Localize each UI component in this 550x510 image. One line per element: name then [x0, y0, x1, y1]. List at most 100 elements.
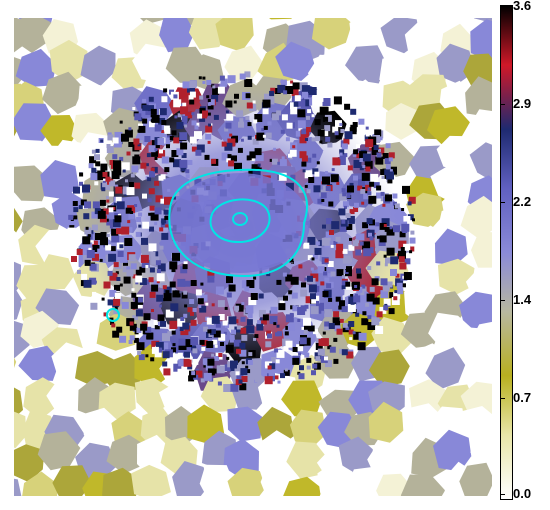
- map-pixel: [216, 365, 225, 374]
- map-pixel: [190, 280, 197, 286]
- map-pixel: [310, 306, 319, 315]
- map-pixel: [339, 318, 344, 323]
- map-pixel: [404, 258, 411, 265]
- map-pixel: [182, 322, 190, 330]
- map-pixel: [378, 239, 386, 246]
- map-pixel: [322, 291, 329, 297]
- map-pixel: [301, 85, 310, 94]
- map-pixel: [310, 273, 319, 282]
- map-pixel: [308, 177, 315, 183]
- map-pixel: [246, 325, 255, 334]
- map-pixel: [179, 140, 183, 144]
- map-pixel: [189, 136, 197, 144]
- map-pixel: [382, 203, 386, 207]
- map-pixel: [161, 232, 169, 240]
- map-pixel: [348, 244, 355, 251]
- map-pixel: [163, 293, 172, 302]
- map-pixel: [360, 292, 369, 301]
- map-pixel: [153, 280, 160, 287]
- map-pixel: [246, 319, 253, 326]
- map-bin: [428, 312, 474, 350]
- map-pixel: [126, 269, 134, 277]
- map-pixel: [90, 173, 98, 181]
- map-pixel: [301, 282, 306, 288]
- map-bin: [82, 407, 120, 451]
- map-pixel: [136, 328, 142, 333]
- map-pixel: [312, 363, 318, 369]
- map-pixel: [365, 166, 371, 172]
- map-pixel: [105, 218, 109, 222]
- map-pixel: [304, 170, 313, 179]
- map-pixel: [304, 184, 308, 188]
- map-pixel: [142, 193, 147, 199]
- map-pixel: [116, 201, 125, 210]
- map-pixel: [240, 327, 247, 334]
- map-bin: [349, 18, 390, 52]
- map-pixel: [322, 224, 326, 229]
- map-pixel: [112, 154, 118, 160]
- map-pixel: [183, 358, 192, 367]
- map-pixel: [277, 297, 284, 304]
- map-pixel: [133, 337, 139, 343]
- map-pixel: [379, 306, 387, 314]
- map-pixel: [234, 93, 239, 99]
- map-pixel: [265, 132, 272, 139]
- map-pixel: [159, 227, 164, 232]
- map-pixel: [313, 329, 318, 335]
- colorbar-tick-0-0: 0.0: [499, 486, 532, 501]
- map-pixel: [89, 240, 94, 245]
- map-pixel: [235, 309, 239, 313]
- map-pixel: [158, 304, 162, 308]
- map-pixel: [134, 113, 142, 121]
- map-pixel: [100, 232, 107, 238]
- map-pixel: [95, 161, 101, 167]
- map-pixel: [173, 137, 180, 144]
- map-pixel: [172, 343, 176, 347]
- map-pixel: [278, 303, 286, 311]
- colorbar-tick-2-9: 2.9: [499, 96, 532, 111]
- map-pixel: [224, 306, 228, 310]
- map-pixel: [184, 280, 191, 287]
- map-pixel: [380, 290, 389, 299]
- map-pixel: [360, 188, 366, 194]
- map-bin: [425, 347, 466, 390]
- map-pixel: [313, 362, 321, 370]
- map-pixel: [198, 76, 202, 80]
- map-pixel: [134, 154, 140, 160]
- map-pixel: [189, 91, 196, 98]
- map-pixel: [91, 240, 98, 247]
- map-bin: [469, 142, 492, 182]
- map-pixel: [283, 359, 287, 363]
- map-pixel: [409, 246, 415, 252]
- map-pixel: [236, 110, 244, 118]
- map-pixel: [290, 305, 295, 310]
- map-pixel: [112, 219, 121, 228]
- map-pixel: [144, 279, 150, 285]
- map-pixel: [341, 285, 346, 290]
- map-pixel: [349, 127, 357, 135]
- map-pixel: [305, 296, 313, 304]
- map-pixel: [367, 322, 376, 330]
- map-pixel: [173, 363, 182, 372]
- map-pixel: [334, 131, 339, 136]
- map-pixel: [361, 286, 367, 292]
- map-pixel: [92, 201, 100, 209]
- map-pixel: [111, 228, 119, 236]
- map-pixel: [201, 346, 206, 351]
- map-pixel: [106, 219, 113, 226]
- map-pixel: [184, 124, 188, 128]
- map-pixel: [309, 258, 313, 262]
- map-pixel: [119, 244, 124, 249]
- map-pixel: [111, 323, 116, 328]
- map-pixel: [135, 275, 143, 283]
- map-pixel: [371, 278, 379, 286]
- map-bin: [427, 106, 470, 145]
- map-pixel: [179, 132, 188, 141]
- map-pixel: [212, 339, 218, 345]
- map-pixel: [224, 142, 233, 151]
- map-pixel: [150, 212, 159, 221]
- map-pixel: [364, 135, 371, 142]
- map-bin: [35, 229, 81, 267]
- map-pixel: [207, 112, 211, 116]
- map-pixel: [346, 266, 352, 273]
